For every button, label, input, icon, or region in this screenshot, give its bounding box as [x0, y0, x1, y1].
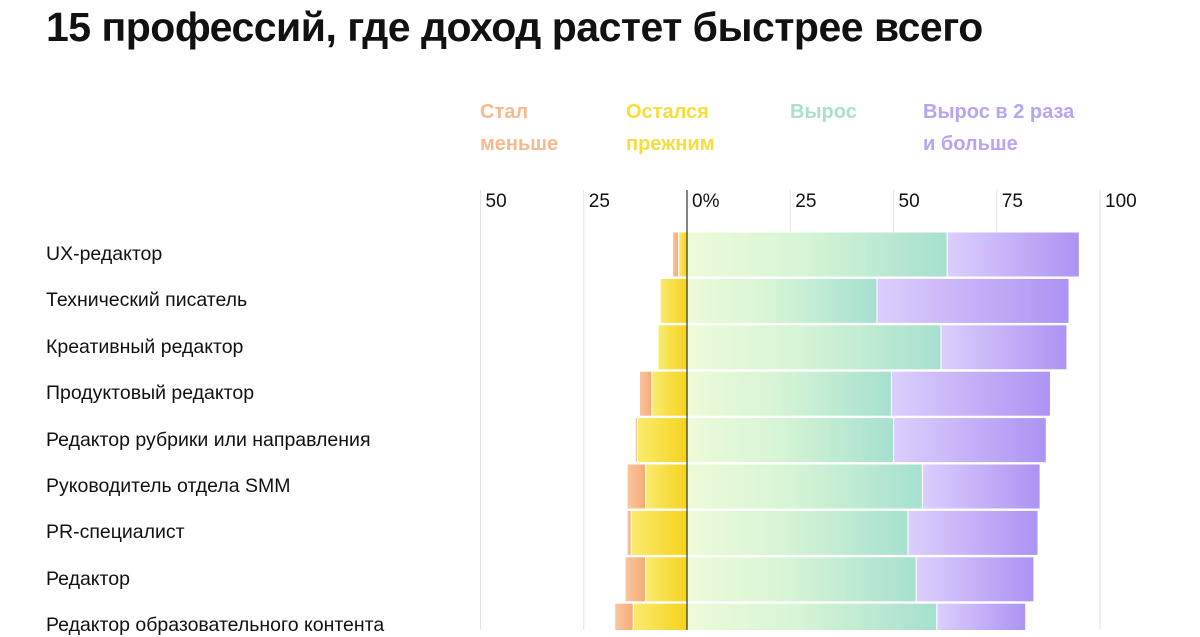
legend-decreased: Стал меньше — [480, 96, 558, 160]
chart-title: 15 профессий, где доход растет быстрее в… — [46, 4, 983, 50]
category-label: Редактор — [46, 567, 130, 590]
bar-doubled — [890, 370, 1051, 417]
legend-doubled-line-1: Вырос в 2 раза — [923, 101, 1075, 123]
bar-same — [651, 370, 688, 417]
category-label: PR-специалист — [46, 521, 185, 544]
bar-grew — [686, 231, 948, 278]
bar-doubled — [907, 509, 1039, 556]
bar-grew — [686, 417, 894, 464]
legend-grew: Вырос — [790, 96, 857, 128]
bar-doubled — [940, 324, 1068, 371]
legend-doubled: Вырос в 2 раза и больше — [923, 96, 1074, 160]
legend-same-line-2: прежним — [626, 133, 715, 155]
legend-same-line-1: Остался — [626, 101, 709, 123]
legend-decreased-line-1: Стал — [480, 101, 529, 123]
category-label: UX-редактор — [46, 243, 163, 265]
category-label: Руководитель отдела SMM — [46, 475, 291, 497]
bar-same — [645, 556, 688, 603]
bar-grew — [686, 509, 909, 556]
x-tick-label: 25 — [795, 191, 816, 212]
bar-doubled — [915, 556, 1035, 603]
bar-decreased — [672, 231, 680, 278]
bar-decreased — [626, 509, 632, 556]
bar-grew — [686, 370, 892, 417]
x-tick-label: 100 — [1105, 191, 1137, 212]
legend-decreased-line-2: меньше — [480, 133, 559, 155]
legend-grew-line-1: Вырос — [790, 101, 857, 123]
bar-same — [636, 417, 688, 464]
bar-same — [632, 602, 688, 630]
x-tick-label: 25 — [589, 191, 610, 212]
bar-doubled — [946, 231, 1080, 278]
legend-doubled-line-2: и больше — [923, 133, 1018, 155]
bar-same — [678, 231, 688, 278]
x-tick-label: 50 — [899, 191, 920, 212]
legend-same: Остался прежним — [626, 96, 715, 160]
category-label: Технический писатель — [46, 289, 248, 312]
bar-same — [630, 509, 688, 556]
bar-decreased — [624, 556, 647, 603]
bar-grew — [686, 556, 917, 603]
bar-decreased — [614, 602, 634, 630]
bar-doubled — [876, 277, 1070, 324]
x-tick-label: 0% — [692, 191, 720, 212]
bar-decreased — [639, 370, 653, 417]
x-tick-label: 75 — [1002, 191, 1023, 212]
bar-same — [657, 324, 688, 371]
bar-doubled — [893, 417, 1047, 464]
bar-same — [659, 277, 688, 324]
bar-doubled — [936, 602, 1027, 630]
bar-decreased — [626, 463, 647, 510]
bar-grew — [686, 463, 923, 510]
bar-same — [645, 463, 688, 510]
category-label: Редактор рубрики или направления — [46, 428, 371, 451]
x-tick-label: 50 — [486, 191, 507, 212]
bar-grew — [686, 277, 878, 324]
bar-grew — [686, 602, 938, 630]
bar-grew — [686, 324, 942, 371]
category-label: Креативный редактор — [46, 335, 244, 358]
category-label: Продуктовый редактор — [46, 382, 255, 405]
bar-doubled — [921, 463, 1041, 510]
